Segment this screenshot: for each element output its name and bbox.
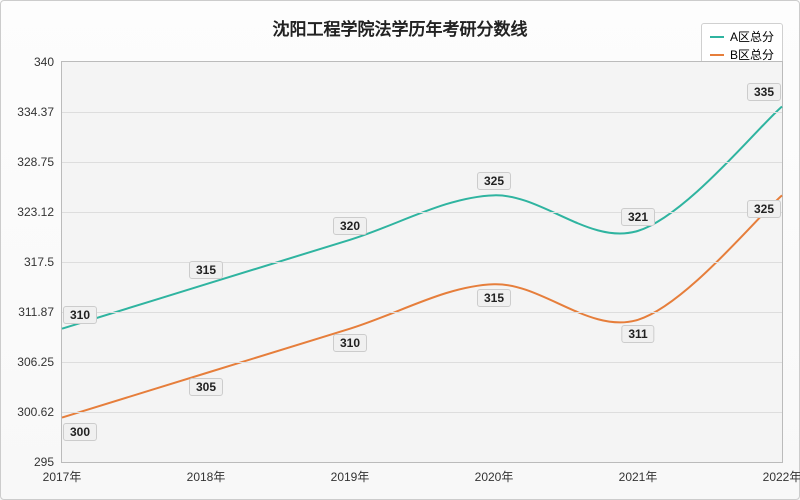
data-label: 310 [333, 334, 367, 352]
x-axis-label: 2018年 [187, 462, 226, 485]
x-axis-label: 2019年 [331, 462, 370, 485]
y-axis-label: 340 [34, 55, 62, 69]
y-axis-label: 300.62 [17, 405, 62, 419]
chart-container: 沈阳工程学院法学历年考研分数线 A区总分 B区总分 295300.62306.2… [0, 0, 800, 500]
gridline [62, 112, 782, 113]
plot-area: 295300.62306.25311.87317.5323.12328.7533… [61, 61, 783, 463]
y-axis-label: 306.25 [17, 355, 62, 369]
gridline [62, 412, 782, 413]
data-label: 325 [747, 200, 781, 218]
y-axis-label: 323.12 [17, 205, 62, 219]
legend-label: A区总分 [730, 28, 774, 46]
data-label: 315 [477, 289, 511, 307]
gridline [62, 212, 782, 213]
legend-item: A区总分 [710, 28, 774, 46]
x-axis-label: 2017年 [43, 462, 82, 485]
y-axis-label: 311.87 [18, 305, 62, 319]
y-axis-label: 334.37 [17, 105, 62, 119]
data-label: 305 [189, 378, 223, 396]
legend-swatch-icon [710, 36, 724, 38]
x-axis-label: 2021年 [619, 462, 658, 485]
data-label: 315 [189, 261, 223, 279]
y-axis-label: 317.5 [24, 255, 62, 269]
x-axis-label: 2022年 [763, 462, 800, 485]
data-label: 300 [63, 423, 97, 441]
data-label: 310 [63, 306, 97, 324]
gridline [62, 262, 782, 263]
data-label: 321 [621, 208, 655, 226]
data-label: 325 [477, 172, 511, 190]
series-line [62, 195, 782, 417]
gridline [62, 362, 782, 363]
y-axis-label: 328.75 [17, 155, 62, 169]
gridline [62, 312, 782, 313]
gridline [62, 162, 782, 163]
data-label: 311 [621, 325, 654, 343]
series-line [62, 106, 782, 328]
data-label: 320 [333, 217, 367, 235]
data-label: 335 [747, 83, 781, 101]
chart-title: 沈阳工程学院法学历年考研分数线 [1, 15, 799, 40]
x-axis-label: 2020年 [475, 462, 514, 485]
legend-swatch-icon [710, 54, 724, 56]
